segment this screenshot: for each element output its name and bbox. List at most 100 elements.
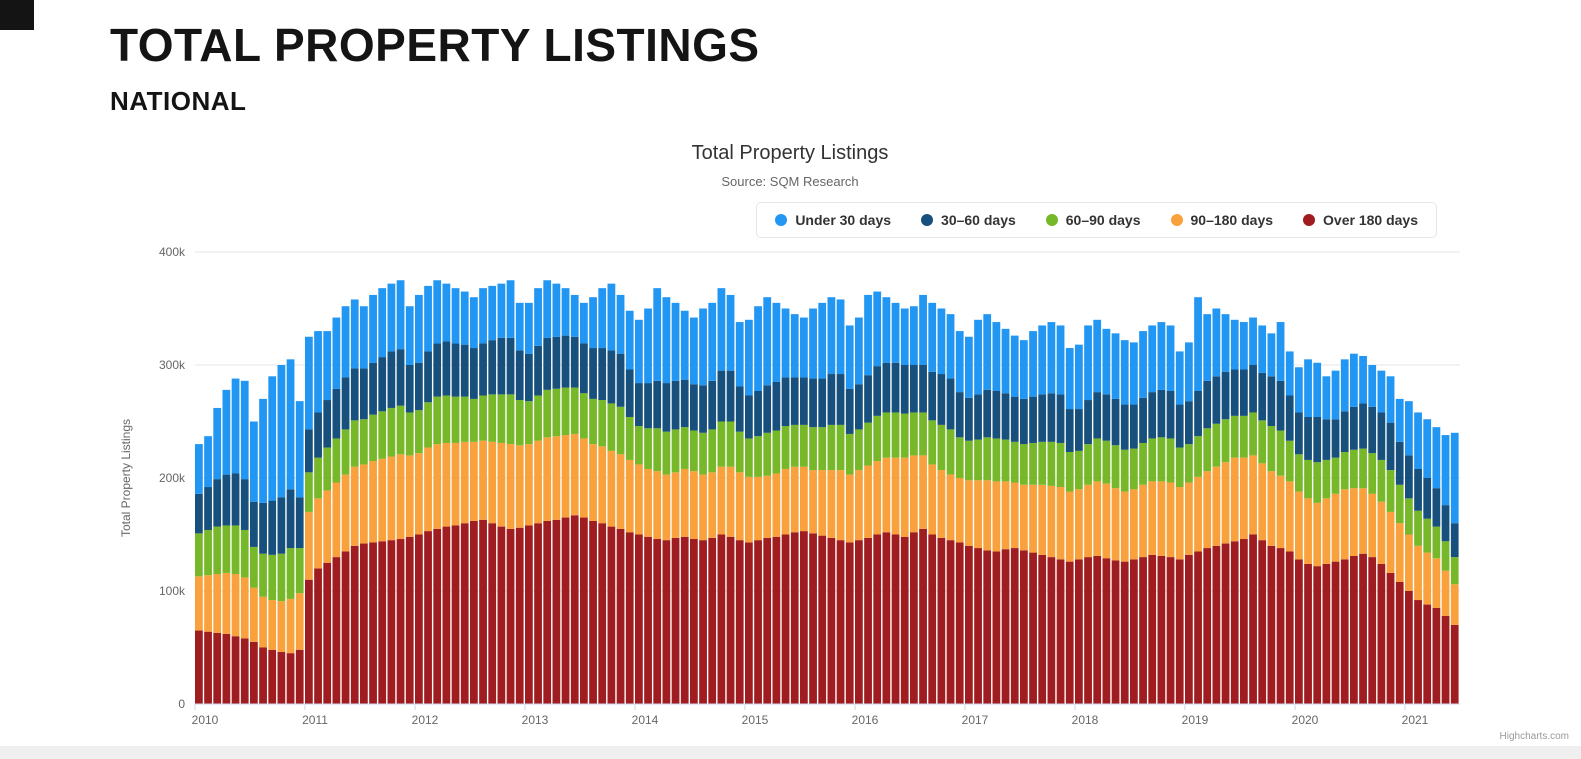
bar-segment[interactable] <box>992 322 1001 391</box>
bar-segment[interactable] <box>1194 297 1202 391</box>
bar-segment[interactable] <box>479 343 487 396</box>
bar-segment[interactable] <box>1065 561 1074 704</box>
bar-segment[interactable] <box>928 464 937 535</box>
bar-segment[interactable] <box>1441 505 1450 542</box>
bar-segment[interactable] <box>1065 348 1074 410</box>
bar-segment[interactable] <box>525 353 533 402</box>
bar-segment[interactable] <box>635 383 643 427</box>
bar-segment[interactable] <box>222 633 231 704</box>
bar-segment[interactable] <box>259 596 267 648</box>
bar-segment[interactable] <box>1386 422 1395 471</box>
bar-segment[interactable] <box>671 380 680 430</box>
bar-segment[interactable] <box>1075 344 1083 410</box>
bar-segment[interactable] <box>488 441 497 524</box>
bar-segment[interactable] <box>479 395 487 441</box>
bar-segment[interactable] <box>763 432 772 476</box>
bar-segment[interactable] <box>1350 449 1358 489</box>
bar-segment[interactable] <box>882 457 891 533</box>
bar-segment[interactable] <box>1056 487 1065 560</box>
bar-segment[interactable] <box>726 536 735 704</box>
bar-segment[interactable] <box>552 519 561 704</box>
bar-segment[interactable] <box>598 400 607 447</box>
bar-segment[interactable] <box>378 458 387 542</box>
bar-segment[interactable] <box>1414 545 1422 601</box>
bar-segment[interactable] <box>937 470 946 538</box>
bar-segment[interactable] <box>1230 415 1239 458</box>
bar-segment[interactable] <box>699 432 707 475</box>
bar-segment[interactable] <box>818 535 827 704</box>
bar-segment[interactable] <box>1221 462 1230 544</box>
bar-segment[interactable] <box>460 344 469 397</box>
bar-segment[interactable] <box>1368 406 1377 454</box>
bar-segment[interactable] <box>1029 484 1037 553</box>
bar-segment[interactable] <box>1377 459 1386 502</box>
bar-segment[interactable] <box>864 375 872 423</box>
bar-segment[interactable] <box>855 540 863 704</box>
bar-segment[interactable] <box>1020 550 1028 704</box>
bar-segment[interactable] <box>745 542 753 704</box>
bar-segment[interactable] <box>708 472 717 538</box>
bar-segment[interactable] <box>451 396 460 443</box>
bar-segment[interactable] <box>1395 523 1404 582</box>
bar-segment[interactable] <box>442 442 451 527</box>
bar-segment[interactable] <box>955 392 964 438</box>
bar-segment[interactable] <box>515 302 524 351</box>
bar-segment[interactable] <box>965 545 973 704</box>
bar-segment[interactable] <box>1395 398 1404 442</box>
bar-segment[interactable] <box>1221 419 1230 463</box>
bar-segment[interactable] <box>616 528 625 704</box>
bar-segment[interactable] <box>781 534 790 705</box>
bar-segment[interactable] <box>561 435 570 518</box>
bar-segment[interactable] <box>259 398 267 503</box>
bar-segment[interactable] <box>772 473 781 537</box>
bar-segment[interactable] <box>1203 548 1212 704</box>
bar-segment[interactable] <box>845 325 854 389</box>
bar-segment[interactable] <box>1001 481 1010 550</box>
bar-segment[interactable] <box>1065 452 1074 492</box>
bar-segment[interactable] <box>671 429 680 473</box>
bar-segment[interactable] <box>1130 489 1138 560</box>
bar-segment[interactable] <box>561 288 570 336</box>
bar-segment[interactable] <box>204 436 212 488</box>
bar-segment[interactable] <box>910 455 918 533</box>
bar-segment[interactable] <box>919 294 927 365</box>
bar-segment[interactable] <box>561 387 570 436</box>
bar-segment[interactable] <box>717 421 726 467</box>
bar-segment[interactable] <box>1295 367 1303 413</box>
bar-segment[interactable] <box>1304 359 1312 417</box>
bar-segment[interactable] <box>1038 484 1047 555</box>
bar-segment[interactable] <box>754 436 762 477</box>
bar-segment[interactable] <box>250 641 258 704</box>
bar-segment[interactable] <box>1130 342 1138 405</box>
bar-segment[interactable] <box>1010 548 1019 704</box>
bar-segment[interactable] <box>635 464 643 535</box>
bar-segment[interactable] <box>955 437 964 478</box>
bar-segment[interactable] <box>717 288 726 371</box>
bar-segment[interactable] <box>1166 390 1175 439</box>
bar-segment[interactable] <box>1258 372 1267 421</box>
bar-segment[interactable] <box>928 371 937 421</box>
bar-segment[interactable] <box>497 283 506 338</box>
bar-segment[interactable] <box>1240 457 1248 540</box>
bar-segment[interactable] <box>1047 485 1056 558</box>
bar-segment[interactable] <box>827 470 836 538</box>
bar-segment[interactable] <box>754 540 762 704</box>
bar-segment[interactable] <box>534 440 542 524</box>
bar-segment[interactable] <box>424 531 432 704</box>
bar-segment[interactable] <box>360 306 368 369</box>
bar-segment[interactable] <box>1130 559 1138 704</box>
bar-segment[interactable] <box>818 470 827 536</box>
bar-segment[interactable] <box>222 572 231 634</box>
bar-segment[interactable] <box>396 405 405 455</box>
bar-segment[interactable] <box>506 280 515 338</box>
bar-segment[interactable] <box>919 528 927 704</box>
legend-item[interactable]: Over 180 days <box>1303 212 1418 228</box>
bar-segment[interactable] <box>1038 554 1047 704</box>
bar-segment[interactable] <box>250 587 258 642</box>
bar-segment[interactable] <box>470 441 478 521</box>
bar-segment[interactable] <box>415 534 423 705</box>
bar-segment[interactable] <box>396 454 405 540</box>
bar-segment[interactable] <box>662 297 671 384</box>
bar-segment[interactable] <box>635 426 643 465</box>
bar-segment[interactable] <box>873 534 882 705</box>
